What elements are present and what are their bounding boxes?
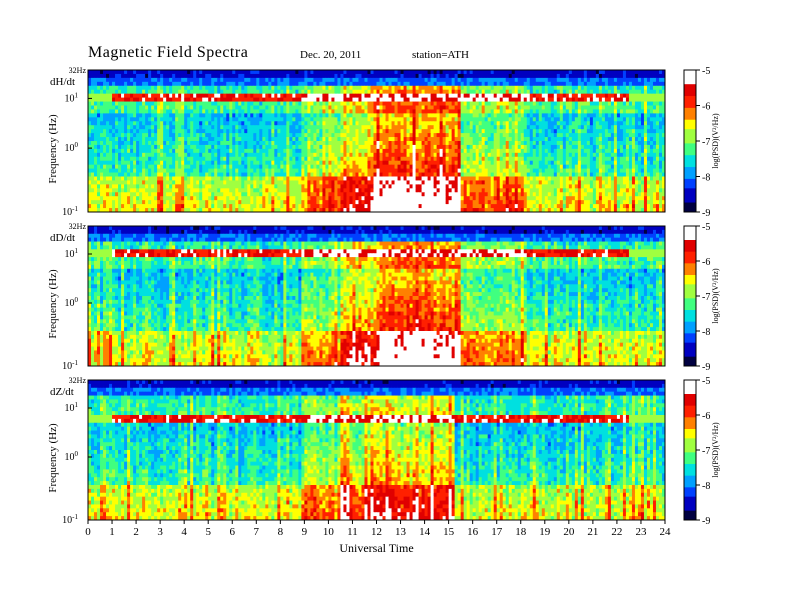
x-tick-label: 17 — [491, 526, 503, 538]
x-tick-label: 23 — [635, 526, 647, 538]
x-tick-label: 19 — [539, 526, 551, 538]
x-tick-label: 18 — [515, 526, 527, 538]
x-tick-label: 8 — [278, 526, 284, 538]
colorbar-tick-label: -8 — [702, 173, 710, 184]
y-axis-label: Frequency (Hz) — [47, 114, 59, 184]
colorbar-label: log(PSD)(V²/Hz) — [711, 268, 720, 324]
x-tick-label: 11 — [347, 526, 358, 538]
colorbar-tick-label: -6 — [702, 102, 710, 113]
ytop-label: 32Hz — [69, 222, 87, 231]
y-tick-label: 10-1 — [62, 205, 78, 218]
station-label: station=ATH — [412, 49, 469, 61]
x-tick-label: 7 — [254, 526, 260, 538]
spectrogram-dH-dt — [88, 70, 666, 213]
colorbar-tick-label: -6 — [702, 411, 710, 422]
colorbar-tick-label: -5 — [702, 376, 710, 387]
x-tick-label: 3 — [157, 526, 163, 538]
x-tick-label: 12 — [371, 526, 382, 538]
x-tick-label: 15 — [443, 526, 455, 538]
y-tick-label: 101 — [65, 247, 79, 260]
ytop-label: 32Hz — [69, 66, 87, 75]
chart-title: Magnetic Field Spectra — [88, 44, 248, 62]
panel-frame — [87, 69, 666, 213]
colorbar-tick-label: -5 — [702, 222, 710, 233]
colorbar-tick-label: -7 — [702, 137, 710, 148]
colorbar-label: log(PSD)(V²/Hz) — [711, 113, 720, 169]
x-tick-label: 0 — [85, 526, 91, 538]
x-tick-label: 1 — [109, 526, 115, 538]
colorbar-label: log(PSD)(V²/Hz) — [711, 422, 720, 478]
y-axis-label: Frequency (Hz) — [47, 423, 59, 493]
y-tick-label: 10-1 — [62, 359, 78, 372]
colorbar-tick-label: -9 — [702, 516, 710, 527]
y-tick-label: 100 — [65, 296, 79, 309]
y-tick-label: 100 — [65, 141, 79, 154]
y-tick-label: 101 — [65, 401, 79, 414]
date-label: Dec. 20, 2011 — [300, 49, 361, 61]
x-tick-label: 4 — [181, 526, 187, 538]
x-tick-label: 16 — [467, 526, 479, 538]
x-tick-label: 13 — [395, 526, 407, 538]
panel-frame — [87, 225, 666, 367]
component-label: dD/dt — [50, 232, 75, 244]
y-tick-label: 101 — [65, 91, 79, 104]
y-tick-label: 100 — [65, 450, 79, 463]
component-label: dZ/dt — [50, 386, 74, 398]
colorbar-tick-label: -8 — [702, 327, 710, 338]
x-tick-label: 2 — [133, 526, 139, 538]
colorbar-tick-label: -8 — [702, 481, 710, 492]
colorbar-tick-label: -9 — [702, 362, 710, 373]
colorbar-tick-label: -5 — [702, 66, 710, 77]
spectrogram-dZ-dt — [88, 380, 666, 521]
y-tick-label: 10-1 — [62, 513, 78, 526]
colorbar-tick-label: -9 — [702, 208, 710, 219]
y-axis-label: Frequency (Hz) — [47, 269, 59, 339]
colorbar — [684, 226, 696, 367]
x-tick-label: 9 — [302, 526, 308, 538]
x-tick-label: 5 — [205, 526, 211, 538]
colorbar — [684, 70, 696, 213]
x-tick-label: 14 — [419, 526, 431, 538]
spectrogram-dD-dt — [88, 226, 666, 367]
ytop-label: 32Hz — [69, 376, 87, 385]
x-tick-label: 21 — [587, 526, 598, 538]
colorbar-tick-label: -6 — [702, 257, 710, 268]
colorbar-tick-label: -7 — [702, 446, 710, 457]
x-tick-label: 6 — [230, 526, 236, 538]
x-tick-label: 22 — [611, 526, 622, 538]
x-tick-label: 10 — [323, 526, 335, 538]
colorbar-tick-label: -7 — [702, 292, 710, 303]
x-axis-label: Universal Time — [339, 541, 413, 555]
component-label: dH/dt — [50, 76, 75, 88]
x-tick-label: 24 — [660, 526, 672, 538]
x-tick-label: 20 — [563, 526, 575, 538]
colorbar — [684, 380, 696, 521]
